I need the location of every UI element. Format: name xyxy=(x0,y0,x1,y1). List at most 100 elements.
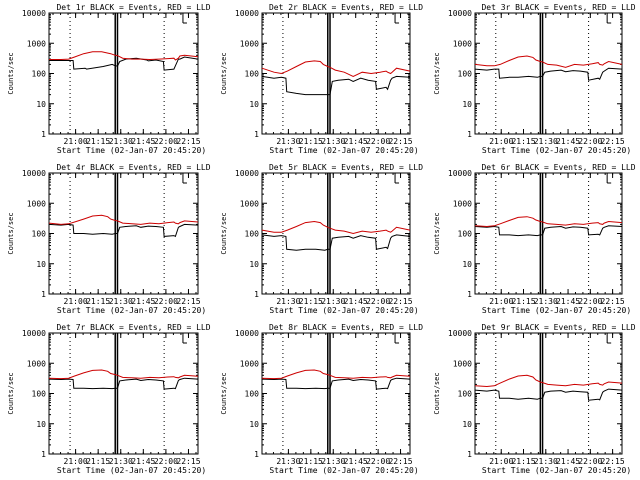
chart-9-lld-line xyxy=(474,374,623,388)
chart-8-x-tick-label: 21:30 xyxy=(276,457,300,466)
chart-9-title: Det 9r BLACK = Events, RED = LLD xyxy=(481,323,635,332)
chart-7-y-tick-label: 10000 xyxy=(22,329,46,338)
chart-2-plot-frame xyxy=(261,12,411,135)
chart-6-panel: Det 6r BLACK = Events, RED = LLD 1 10 100 10… xyxy=(433,163,636,315)
chart-3-events-line xyxy=(474,67,623,81)
chart-2-x-tick-label: 22:15 xyxy=(388,137,412,146)
chart-1-y-axis-label: Counts/sec xyxy=(7,52,15,94)
chart-8-x-tick-label: 22:15 xyxy=(388,457,412,466)
chart-3-panel: Det 3r BLACK = Events, RED = LLD 1 10 100 10… xyxy=(433,3,636,155)
chart-4-x-axis-label: Start Time (02-Jan-07 20:45:20) xyxy=(57,306,206,315)
chart-8-x-tick-label: 21:30 xyxy=(321,457,345,466)
chart-1-x-tick-label: 22:15 xyxy=(176,137,200,146)
chart-5-y-tick-label: 1000 xyxy=(240,199,259,208)
chart-9-y-tick-label: 1 xyxy=(467,450,472,459)
chart-7-x-tick-label: 22:00 xyxy=(154,457,178,466)
chart-5-x-tick-label: 22:00 xyxy=(366,297,390,306)
chart-6-y-tick-label: 100 xyxy=(458,230,473,239)
chart-6-events-line xyxy=(474,225,623,237)
chart-2-events-line xyxy=(261,75,411,96)
chart-8-y-tick-label: 100 xyxy=(245,390,260,399)
chart-1-y-tick-label: 1 xyxy=(41,130,46,139)
chart-5-lld-line xyxy=(261,220,411,235)
chart-5-panel: Det 5r BLACK = Events, RED = LLD 1 10 100 10… xyxy=(220,163,423,315)
chart-6-lld-line xyxy=(474,216,623,228)
chart-4-x-tick-label: 22:15 xyxy=(176,297,200,306)
chart-4-lld-line xyxy=(48,214,199,225)
chart-5-y-tick-label: 100 xyxy=(245,230,260,239)
chart-8-y-tick-label: 10000 xyxy=(235,329,259,338)
chart-8-x-tick-label: 21:15 xyxy=(299,457,323,466)
chart-6-x-tick-label: 21:45 xyxy=(556,297,580,306)
chart-7-y-tick-label: 1 xyxy=(41,450,46,459)
chart-1-plot-frame xyxy=(48,12,199,135)
chart-5-x-tick-label: 21:15 xyxy=(299,297,323,306)
chart-6-y-axis-label: Counts/sec xyxy=(433,212,441,254)
chart-3-y-tick-label: 10000 xyxy=(448,9,472,18)
chart-1-x-axis-label: Start Time (02-Jan-07 20:45:20) xyxy=(57,146,206,155)
chart-4-x-tick-label: 21:30 xyxy=(109,297,133,306)
chart-8-y-tick-label: 1000 xyxy=(240,359,259,368)
chart-5-y-tick-label: 1 xyxy=(254,290,259,299)
chart-2-title: Det 2r BLACK = Events, RED = LLD xyxy=(269,3,423,12)
chart-6-x-tick-label: 21:30 xyxy=(534,297,558,306)
chart-3-y-tick-label: 100 xyxy=(458,70,473,79)
chart-8-events-line xyxy=(261,377,411,390)
chart-3-x-tick-label: 21:30 xyxy=(534,137,558,146)
chart-3-title: Det 3r BLACK = Events, RED = LLD xyxy=(481,3,635,12)
chart-9-panel: Det 9r BLACK = Events, RED = LLD 1 10 100 10… xyxy=(433,323,636,475)
chart-9-x-tick-label: 21:45 xyxy=(556,457,580,466)
chart-7-y-tick-label: 1000 xyxy=(27,359,46,368)
chart-5-title: Det 5r BLACK = Events, RED = LLD xyxy=(269,163,423,172)
chart-3-x-tick-label: 21:15 xyxy=(511,137,535,146)
chart-8-lld-line xyxy=(261,369,411,380)
chart-9-plot-frame xyxy=(474,332,623,455)
chart-5-plot-frame xyxy=(261,172,411,295)
chart-4-y-tick-label: 1000 xyxy=(27,199,46,208)
chart-5-x-axis-label: Start Time (02-Jan-07 20:45:20) xyxy=(269,306,418,315)
chart-6-x-axis-label: Start Time (02-Jan-07 20:45:20) xyxy=(482,306,631,315)
chart-3-x-tick-label: 21:00 xyxy=(489,137,513,146)
chart-3-x-axis-label: Start Time (02-Jan-07 20:45:20) xyxy=(482,146,631,155)
chart-1-x-tick-label: 21:00 xyxy=(64,137,88,146)
chart-1-title: Det 1r BLACK = Events, RED = LLD xyxy=(56,3,210,12)
chart-7-plot-frame xyxy=(48,332,199,455)
chart-9-y-tick-label: 10000 xyxy=(448,329,472,338)
chart-6-title: Det 6r BLACK = Events, RED = LLD xyxy=(481,163,635,172)
chart-6-y-tick-label: 10 xyxy=(462,260,472,269)
chart-7-y-tick-label: 100 xyxy=(32,390,47,399)
chart-9-x-tick-label: 21:00 xyxy=(489,457,513,466)
chart-8-y-axis-label: Counts/sec xyxy=(220,372,228,414)
chart-3-y-tick-label: 1000 xyxy=(453,39,472,48)
chart-7-y-axis-label: Counts/sec xyxy=(7,372,15,414)
chart-7-x-axis-label: Start Time (02-Jan-07 20:45:20) xyxy=(57,466,206,475)
chart-1-y-tick-label: 1000 xyxy=(27,39,46,48)
chart-2-panel: Det 2r BLACK = Events, RED = LLD 1 10 100 10… xyxy=(220,3,423,155)
chart-2-x-axis-label: Start Time (02-Jan-07 20:45:20) xyxy=(269,146,418,155)
chart-2-y-tick-label: 1000 xyxy=(240,39,259,48)
chart-4-x-tick-label: 21:15 xyxy=(86,297,110,306)
chart-3-y-tick-label: 10 xyxy=(462,100,472,109)
chart-7-panel: Det 7r BLACK = Events, RED = LLD 1 10 100 10… xyxy=(7,323,211,475)
chart-3-x-tick-label: 21:45 xyxy=(556,137,580,146)
chart-7-title: Det 7r BLACK = Events, RED = LLD xyxy=(56,323,210,332)
chart-6-x-tick-label: 22:15 xyxy=(601,297,625,306)
chart-1-events-line xyxy=(49,56,199,71)
chart-7-x-tick-label: 21:45 xyxy=(131,457,155,466)
chart-2-x-tick-label: 21:30 xyxy=(321,137,345,146)
chart-5-events-line xyxy=(261,234,411,251)
chart-5-x-tick-label: 21:30 xyxy=(276,297,300,306)
chart-5-y-tick-label: 10000 xyxy=(235,169,259,178)
chart-7-x-tick-label: 21:00 xyxy=(64,457,88,466)
chart-6-x-tick-label: 21:00 xyxy=(489,297,513,306)
chart-9-x-tick-label: 21:15 xyxy=(511,457,535,466)
chart-1-y-tick-label: 100 xyxy=(32,70,47,79)
chart-1-x-tick-label: 21:15 xyxy=(86,137,110,146)
chart-8-title: Det 8r BLACK = Events, RED = LLD xyxy=(269,323,423,332)
chart-6-x-tick-label: 22:00 xyxy=(578,297,602,306)
chart-4-x-tick-label: 22:00 xyxy=(154,297,178,306)
chart-1-lld-line xyxy=(49,51,199,61)
chart-8-panel: Det 8r BLACK = Events, RED = LLD 1 10 100 10… xyxy=(220,323,423,475)
chart-4-panel: Det 4r BLACK = Events, RED = LLD 1 10 100 10… xyxy=(7,163,211,315)
